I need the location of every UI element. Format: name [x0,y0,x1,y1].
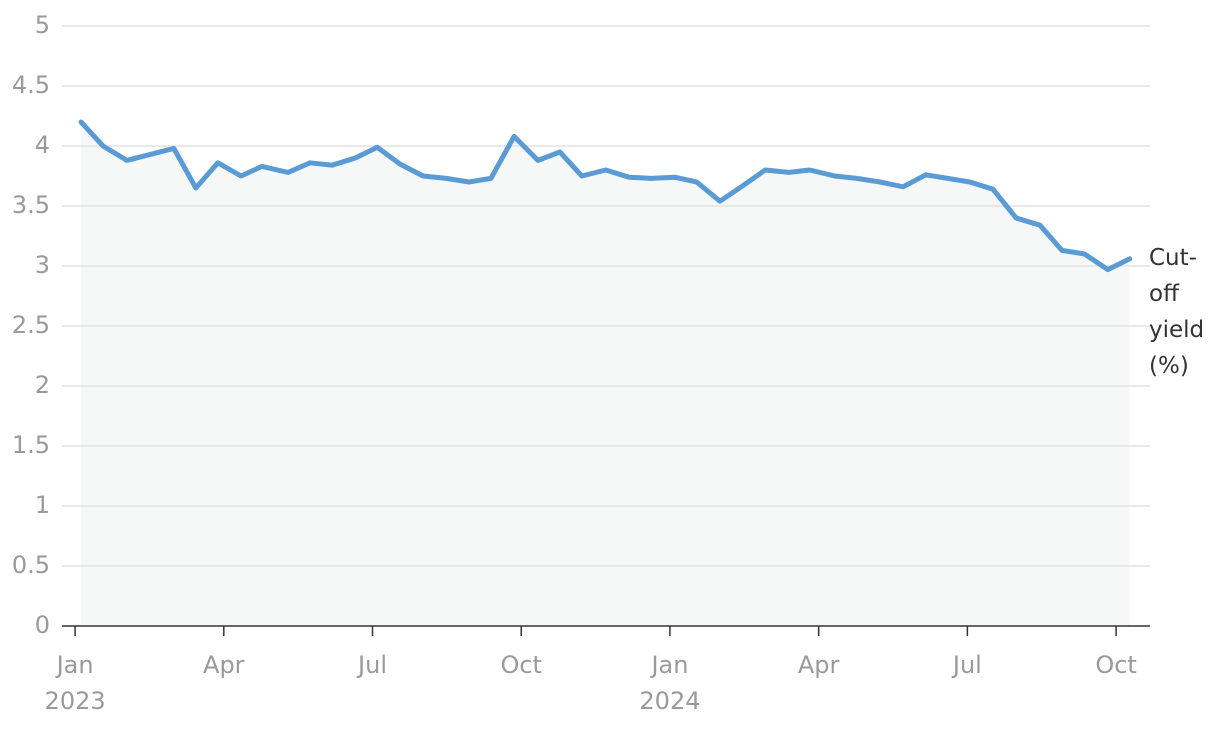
y-tick-label: 0 [35,611,50,639]
line [78,119,1133,273]
x-tick-label: Apr [798,651,840,679]
y-tick-label: 3.5 [12,191,50,219]
y-tick-label: 2 [35,371,50,399]
x-tick-label: Oct [1095,651,1137,679]
x-year-label: 2023 [45,687,106,715]
x-tick-label: Oct [500,651,542,679]
area [81,122,1130,626]
y-tick-label: 4.5 [12,71,50,99]
x-tick-label: Jan [55,651,94,679]
y-tick-label: 1.5 [12,431,50,459]
x-tick-label: Jul [356,651,387,679]
y-tick-label: 0.5 [12,551,50,579]
y-tick-label: 1 [35,491,50,519]
x-tick-label: Apr [203,651,245,679]
x-year-label: 2024 [639,687,700,715]
x-tick-label: Jul [951,651,982,679]
series-label: Cut-off yield (%) [1149,245,1205,379]
x-tick-label: Jan [649,651,688,679]
y-tick-label: 3 [35,251,50,279]
y-tick-label: 4 [35,131,50,159]
y-tick-label: 2.5 [12,311,50,339]
y-tick-label: 5 [35,11,50,39]
